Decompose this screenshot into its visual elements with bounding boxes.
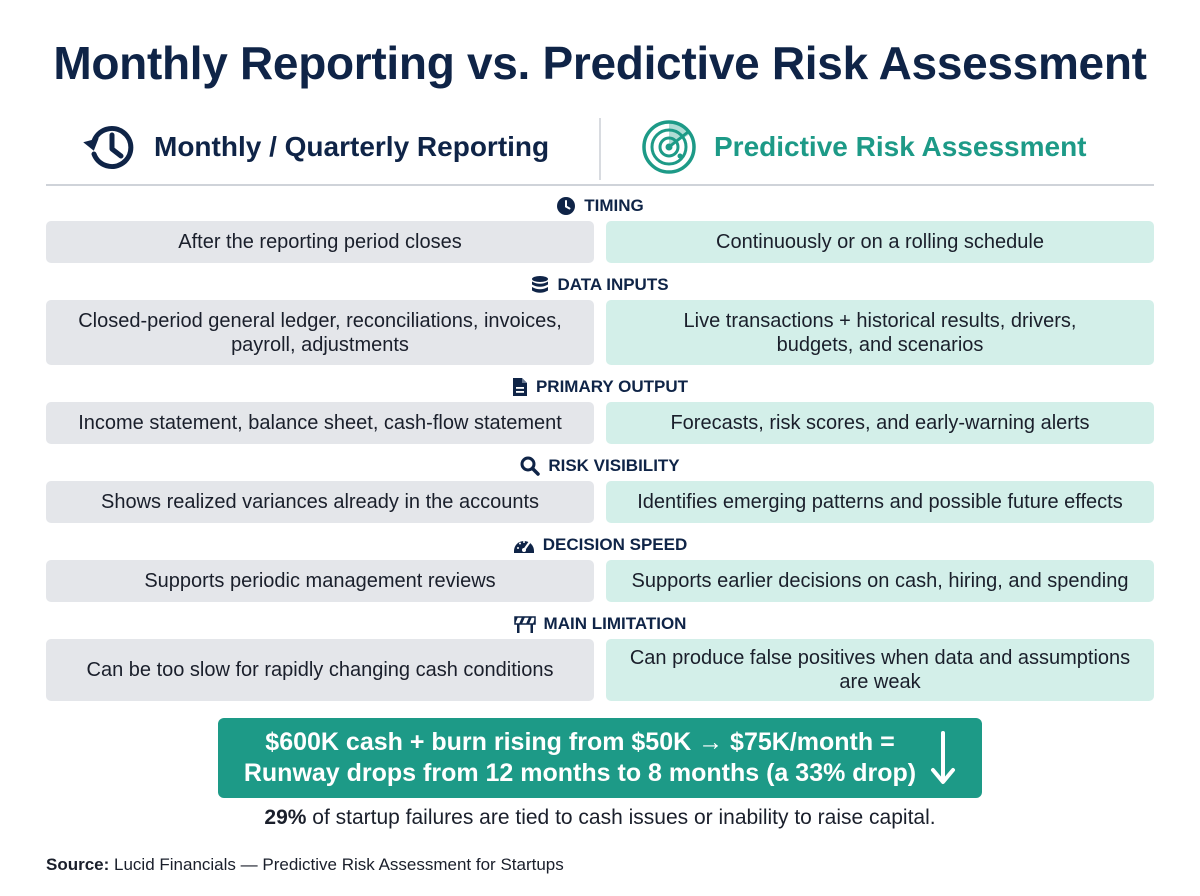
cell-decision-speed-left: Supports periodic management reviews [46, 560, 594, 602]
section-label-primary-output: PRIMARY OUTPUT [0, 376, 1200, 398]
cell-risk-visibility-right: Identifies emerging patterns and possibl… [606, 481, 1154, 523]
cell-primary-output-right: Forecasts, risk scores, and early-warnin… [606, 402, 1154, 444]
cell-risk-visibility-left: Shows realized variances already in the … [46, 481, 594, 523]
cell-primary-output-left: Income statement, balance sheet, cash-fl… [46, 402, 594, 444]
source-citation: Source: Lucid Financials — Predictive Ri… [46, 855, 564, 875]
banner-line-2: Runway drops from 12 months to 8 months … [243, 759, 917, 787]
section-label-main-limitation: MAIN LIMITATION [0, 613, 1200, 635]
right-column-header: Predictive Risk Assessment [640, 120, 1087, 174]
banner-line-1: $600K cash + burn rising from $50K → $75… [265, 728, 895, 756]
section-title: TIMING [584, 196, 644, 215]
source-label: Source: [46, 855, 110, 874]
banner-text: $600K cash + burn rising from $50K → $75… [244, 727, 916, 789]
header-divider [599, 118, 601, 180]
section-label-risk-visibility: RISK VISIBILITY [0, 455, 1200, 477]
section-title: PRIMARY OUTPUT [535, 377, 689, 396]
arrow-down-icon [931, 731, 956, 784]
statistic-highlight: 29% [264, 806, 307, 829]
section-label-timing: TIMING [0, 195, 1200, 217]
left-column-header: Monthly / Quarterly Reporting [80, 122, 549, 172]
clock-icon [557, 197, 576, 215]
cell-data-inputs-right: Live transactions + historical results, … [606, 300, 1154, 365]
cell-main-limitation-left: Can be too slow for rapidly changing cas… [46, 639, 594, 701]
barrier-icon [513, 616, 536, 633]
document-icon [512, 378, 527, 396]
cell-timing-right: Continuously or on a rolling schedule [606, 221, 1154, 263]
database-icon [532, 276, 549, 293]
source-text: Lucid Financials — Predictive Risk Asses… [109, 855, 564, 874]
statistic-text: of startup failures are tied to cash iss… [306, 806, 936, 829]
cell-data-inputs-left: Closed-period general ledger, reconcilia… [46, 300, 594, 365]
section-title: MAIN LIMITATION [543, 614, 687, 633]
speedometer-icon [513, 541, 534, 553]
cell-main-limitation-right: Can produce false positives when data an… [606, 639, 1154, 701]
search-icon [520, 456, 541, 476]
radar-icon [642, 120, 696, 174]
runway-banner: $600K cash + burn rising from $50K → $75… [218, 718, 982, 798]
section-title: DECISION SPEED [542, 535, 688, 554]
failure-statistic: 29% of startup failures are tied to cash… [0, 806, 1200, 830]
section-label-data-inputs: DATA INPUTS [0, 274, 1200, 296]
page-title: Monthly Reporting vs. Predictive Risk As… [53, 37, 1147, 89]
header-rule [46, 184, 1154, 186]
section-title: RISK VISIBILITY [548, 456, 680, 475]
left-column-label: Monthly / Quarterly Reporting [154, 131, 550, 162]
right-column-label: Predictive Risk Assessment [714, 131, 1087, 162]
cell-timing-left: After the reporting period closes [46, 221, 594, 263]
section-label-decision-speed: DECISION SPEED [0, 534, 1200, 556]
history-icon [83, 126, 134, 169]
cell-decision-speed-right: Supports earlier decisions on cash, hiri… [606, 560, 1154, 602]
section-title: DATA INPUTS [557, 275, 669, 294]
